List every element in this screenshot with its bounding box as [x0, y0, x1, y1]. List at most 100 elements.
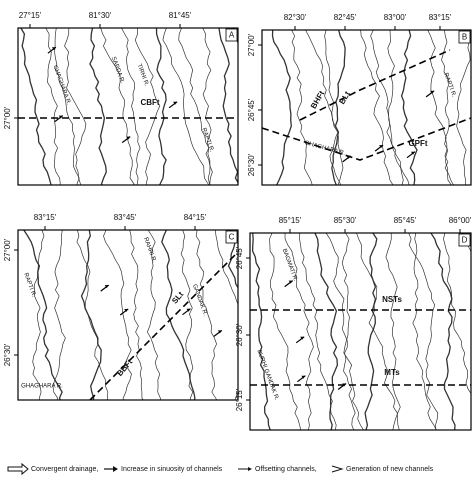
- longitude-label: 83°00': [384, 13, 407, 22]
- map-label: GHAGHARA R.: [21, 384, 63, 390]
- panel-letter: D: [462, 236, 468, 245]
- river: [402, 30, 417, 186]
- longitude-label: 83°45': [114, 213, 137, 222]
- drainage: [18, 28, 257, 190]
- legend-text: Convergent drainage,: [31, 466, 98, 473]
- drainage: [262, 30, 471, 186]
- river: [179, 28, 210, 190]
- river: [122, 28, 141, 190]
- longitude-label: 82°45': [334, 13, 357, 22]
- drainage: [24, 230, 259, 404]
- fault-line: [90, 252, 238, 400]
- river: [181, 230, 193, 404]
- longitude-label: 86°00': [449, 216, 472, 225]
- legend-symbol: [8, 464, 28, 474]
- map-label: BHFt: [309, 89, 327, 110]
- river: [82, 230, 102, 404]
- legend: Convergent drainage, Increase in sinuosi…: [8, 464, 434, 474]
- river: [162, 230, 195, 404]
- latitude-label: 26°30': [247, 153, 256, 176]
- river: [196, 230, 219, 404]
- map-panel: C83°15'83°45'84°15'27°00'26°30'RAPTI R.R…: [3, 213, 259, 404]
- river: [65, 28, 86, 190]
- longitude-label: 83°15': [34, 213, 57, 222]
- fault-line: [262, 118, 471, 160]
- river: [163, 28, 212, 190]
- map-label: BURHI GANDAK R.: [256, 349, 280, 401]
- river: [46, 28, 61, 190]
- latitude-label: 27°00': [3, 238, 12, 261]
- map-label: GHAGHARA R.: [304, 140, 346, 157]
- longitude-label: 27°15': [19, 11, 42, 20]
- map-label: SARDA R.: [110, 56, 125, 85]
- river: [273, 30, 292, 186]
- river: [219, 28, 240, 190]
- longitude-label: 82°30': [284, 13, 307, 22]
- map-label: RAPTI R.: [442, 72, 456, 98]
- river: [130, 230, 146, 404]
- river: [409, 233, 438, 431]
- latitude-label: 26°45': [247, 98, 256, 121]
- latitude-label: 26°15': [235, 388, 244, 411]
- legend-symbol: [248, 467, 252, 471]
- river: [315, 233, 338, 431]
- river: [90, 28, 106, 190]
- river: [53, 230, 65, 404]
- map-label: MTs: [384, 368, 400, 377]
- river: [270, 233, 302, 431]
- river: [371, 30, 404, 186]
- river: [365, 233, 377, 431]
- map-label: SLt: [170, 290, 185, 306]
- river: [386, 233, 400, 431]
- map-panel: A27°15'81°30'81°45'27°00'GHAGHARA R.SARD…: [3, 11, 257, 190]
- river: [413, 233, 437, 431]
- river: [203, 28, 213, 190]
- map-label: RAPTI R.: [200, 127, 214, 153]
- legend-text: Increase in sinuosity of channels: [121, 466, 223, 473]
- panel-frame: [262, 30, 471, 185]
- river: [388, 30, 410, 186]
- latitude-label: 26°30': [235, 323, 244, 346]
- map-label: CBFt: [140, 98, 159, 107]
- panel-frame: [250, 233, 471, 430]
- drainage: [250, 233, 472, 431]
- map-panel: B 82°30' 82°45' 83°00' 83°15' 27°00' 26°45' 26°…: [247, 13, 471, 186]
- map-label: GPFt: [408, 139, 427, 148]
- longitude-label: 85°45': [394, 216, 417, 225]
- river: [253, 233, 271, 431]
- panel-letter: B: [462, 33, 467, 42]
- map-label: NSTs: [382, 295, 402, 304]
- river: [135, 28, 160, 190]
- panel-letter: A: [229, 31, 235, 40]
- map-label: TIRHI R.: [136, 63, 150, 87]
- latitude-label: 27°00': [3, 106, 12, 129]
- longitude-label: 81°30': [89, 11, 112, 20]
- river: [431, 233, 455, 431]
- fault-line: [300, 50, 450, 120]
- longitude-label: 81°45': [169, 11, 192, 20]
- river: [342, 233, 364, 431]
- legend-symbol: [332, 466, 342, 472]
- latitude-label: 26°30': [3, 343, 12, 366]
- river: [357, 233, 400, 431]
- legend-text: Generation of new channels: [346, 466, 434, 473]
- map-label: BLt: [337, 89, 352, 105]
- longitude-label: 84°15': [184, 213, 207, 222]
- legend-symbol: [113, 466, 118, 472]
- longitude-label: 83°15': [429, 13, 452, 22]
- river: [77, 230, 108, 404]
- river: [332, 30, 345, 186]
- river: [428, 30, 452, 186]
- legend-text: Offsetting channels,: [255, 466, 317, 473]
- latitude-label: 26°45': [235, 246, 244, 269]
- longitude-label: 85°15': [279, 216, 302, 225]
- map-label: GANDAK R.: [191, 284, 208, 317]
- river: [444, 233, 472, 431]
- latitude-label: 27°00': [247, 33, 256, 56]
- river: [21, 28, 52, 190]
- river: [104, 230, 132, 404]
- river: [24, 230, 62, 404]
- river: [457, 30, 471, 186]
- river: [292, 30, 313, 186]
- longitude-label: 85°30': [334, 216, 357, 225]
